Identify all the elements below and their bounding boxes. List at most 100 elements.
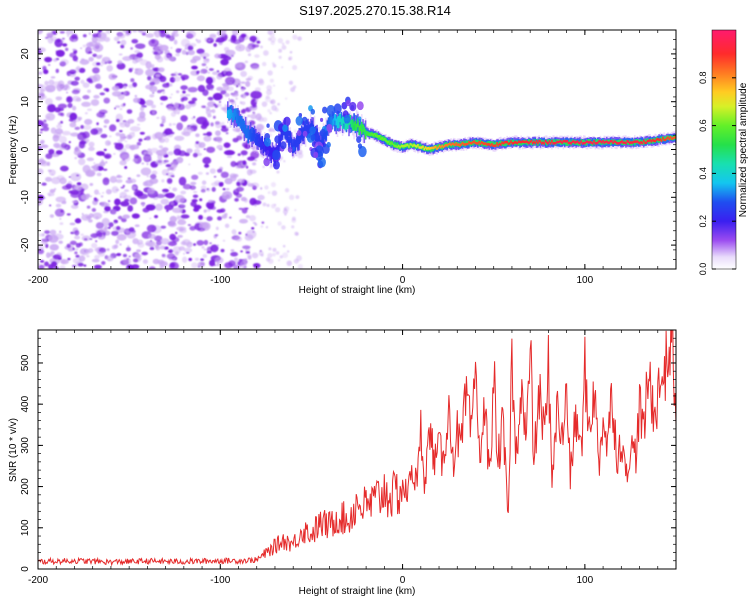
noise-speck <box>132 30 137 33</box>
noise-speck <box>282 252 289 259</box>
noise-speck <box>281 66 284 69</box>
noise-speck <box>58 135 67 144</box>
noise-speck <box>82 82 90 88</box>
ridge-cell <box>243 127 246 134</box>
ridge-cell <box>285 133 288 139</box>
noise-speck <box>297 263 303 269</box>
noise-speck <box>38 120 44 126</box>
noise-speck <box>123 91 127 95</box>
noise-speck <box>80 183 89 191</box>
ridge-blob <box>296 129 302 136</box>
y-tick-label: 10 <box>20 96 31 108</box>
ridge-cell <box>597 139 599 144</box>
ridge-cell <box>547 142 549 145</box>
ridge-cell <box>506 141 509 144</box>
ridge-cell <box>357 122 359 128</box>
noise-speck <box>96 172 102 177</box>
ridge-blob <box>356 101 364 111</box>
noise-speck <box>169 83 173 87</box>
noise-speck <box>45 243 49 248</box>
noise-speck <box>46 32 54 37</box>
ridge-cell <box>463 140 465 146</box>
noise-speck <box>183 126 194 134</box>
noise-speck <box>109 175 117 183</box>
noise-speck <box>47 103 56 113</box>
ridge-cell <box>363 128 366 132</box>
ridge-cell <box>405 144 408 147</box>
noise-speck <box>220 248 225 253</box>
ridge-blob <box>295 115 303 126</box>
ridge-cell <box>270 149 272 164</box>
noise-speck <box>102 177 110 186</box>
noise-speck <box>39 141 44 145</box>
ridge-cell <box>378 134 381 138</box>
ridge-blob <box>349 101 357 112</box>
noise-speck <box>122 103 126 107</box>
ridge-blob <box>319 117 324 122</box>
noise-speck <box>249 214 256 222</box>
ridge-cell <box>413 143 415 147</box>
noise-speck <box>236 186 245 192</box>
noise-speck <box>236 135 243 141</box>
ridge-cell <box>396 145 399 149</box>
noise-speck <box>128 132 136 139</box>
ridge-cell <box>621 140 623 143</box>
ridge-cell <box>358 127 361 135</box>
noise-speck <box>211 109 216 114</box>
noise-speck <box>115 239 120 245</box>
noise-speck <box>157 153 163 160</box>
noise-speck <box>105 202 110 207</box>
noise-speck <box>77 132 87 141</box>
noise-speck <box>42 126 50 132</box>
noise-speck <box>80 47 83 50</box>
noise-speck <box>153 51 159 55</box>
noise-speck <box>146 175 150 178</box>
ridge-cell <box>631 141 634 144</box>
noise-speck <box>117 139 123 143</box>
noise-speck <box>206 216 213 222</box>
ridge-cell <box>339 113 341 121</box>
noise-speck <box>201 105 206 109</box>
noise-speck <box>50 76 56 79</box>
noise-speck <box>206 246 213 254</box>
ridge-cell <box>260 139 262 144</box>
noise-speck <box>202 133 208 136</box>
noise-speck <box>137 242 145 248</box>
noise-speck <box>224 76 236 86</box>
x-tick-label: 100 <box>577 275 594 286</box>
ridge-cell <box>465 140 468 145</box>
noise-speck <box>55 96 63 101</box>
ridge-blob <box>263 157 270 167</box>
noise-speck <box>284 188 290 193</box>
ridge-cell <box>340 111 343 124</box>
ridge-cell <box>294 141 297 151</box>
noise-speck <box>199 222 210 230</box>
noise-speck <box>160 225 167 229</box>
ridge-cell <box>367 133 369 136</box>
noise-speck <box>221 121 225 125</box>
noise-speck <box>103 119 110 124</box>
noise-speck <box>38 233 46 237</box>
ridge-cell <box>454 143 456 146</box>
noise-speck <box>111 209 117 215</box>
ridge-cell <box>600 141 603 144</box>
ridge-cell <box>297 134 299 142</box>
noise-speck <box>123 194 132 200</box>
noise-speck <box>234 236 243 242</box>
ridge-cell <box>634 141 636 146</box>
ridge-cell <box>269 148 271 154</box>
noise-speck <box>53 132 62 138</box>
ridge-cell <box>350 123 353 128</box>
ridge-cell <box>390 141 392 144</box>
x-tick-label: -100 <box>210 575 230 586</box>
noise-speck <box>81 188 85 191</box>
ridge-blob <box>287 146 293 153</box>
noise-speck <box>67 102 73 109</box>
ridge-cell <box>505 140 507 144</box>
noise-speck <box>216 144 224 150</box>
noise-speck <box>117 60 123 65</box>
noise-speck <box>260 253 264 257</box>
noise-speck <box>88 56 94 62</box>
ridge-cell <box>261 144 264 149</box>
noise-speck <box>182 90 186 94</box>
